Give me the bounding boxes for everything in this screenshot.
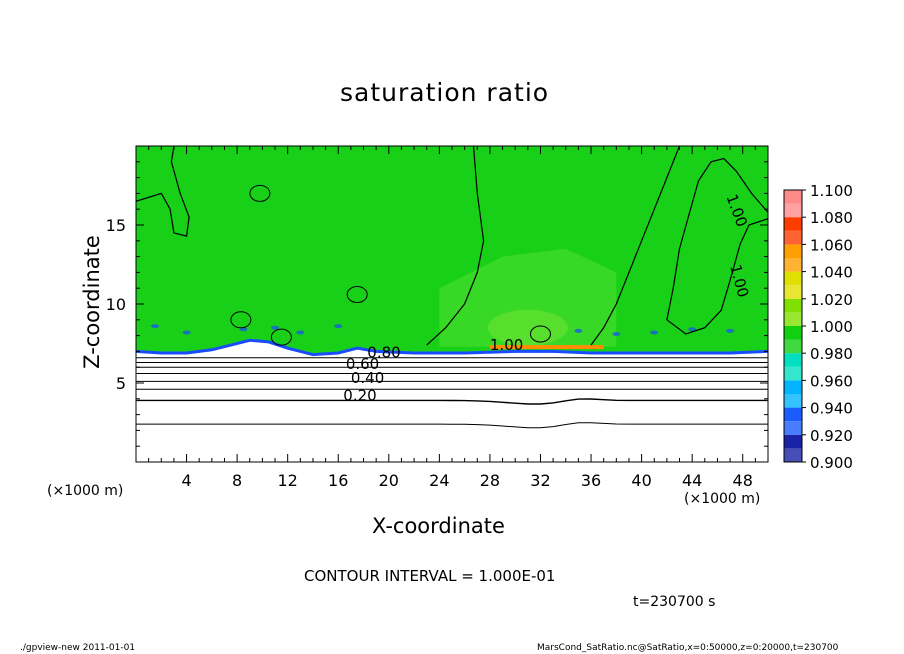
colorbar-label: 0.900 — [810, 454, 853, 472]
colorbar-swatch — [784, 230, 802, 245]
field-blue-patch — [271, 325, 280, 330]
plot-area: 0.200.400.600.80 1.001.001.00 — [136, 146, 768, 462]
field-blue-patch — [574, 328, 583, 333]
time-label: t=230700 s — [633, 594, 716, 610]
x-tick-label: 16 — [328, 471, 348, 490]
y-tick-label: 15 — [106, 216, 126, 235]
x-tick-label: 12 — [278, 471, 298, 490]
colorbar-swatch — [784, 339, 802, 354]
x-tick-label: 48 — [733, 471, 753, 490]
field-blue-patch — [182, 330, 191, 335]
colorbar-swatch — [784, 258, 802, 272]
contour-label: 0.60 — [346, 355, 379, 373]
colorbar-label: 1.020 — [810, 291, 853, 309]
contour-line — [270, 328, 292, 346]
x-tick-label: 28 — [480, 471, 500, 490]
colorbar-label: 1.040 — [810, 264, 853, 282]
contour-line — [426, 146, 485, 346]
x-tick-label: 44 — [682, 471, 702, 490]
field-warm-strip — [489, 345, 604, 350]
footer-right: MarsCond_SatRatio.nc@SatRatio,x=0:50000,… — [537, 643, 839, 653]
colorbar-swatch — [784, 217, 802, 231]
x-unit-label-left: (×1000 m) — [47, 483, 124, 499]
colorbar-label: 1.080 — [810, 209, 853, 227]
field-blue-patch — [612, 332, 621, 337]
colorbar-swatch — [784, 366, 802, 381]
colorbar-label: 1.100 — [810, 182, 853, 200]
colorbar-swatch — [784, 394, 802, 408]
colorbar-swatch — [784, 421, 802, 435]
contour-interval-label: CONTOUR INTERVAL = 1.000E-01 — [304, 567, 556, 585]
colorbar-label: 1.060 — [810, 236, 853, 254]
contour-line — [230, 311, 252, 329]
contour-line — [590, 146, 681, 346]
contour-line — [346, 286, 368, 304]
contour-line — [666, 157, 768, 335]
y-tick-label: 10 — [106, 295, 126, 314]
colorbar-swatch — [784, 203, 802, 218]
x-axis-label: X-coordinate — [372, 514, 505, 538]
x-tick-label: 32 — [530, 471, 550, 490]
colorbar-swatch — [784, 326, 802, 340]
x-tick-label: 40 — [631, 471, 651, 490]
colorbar-label: 0.980 — [810, 345, 853, 363]
colorbar-label: 1.000 — [810, 318, 853, 336]
field-blue-patch — [688, 327, 697, 332]
colorbar-swatch — [784, 434, 802, 449]
colorbar-label: 0.960 — [810, 372, 853, 390]
field-blue-patch — [726, 328, 735, 333]
contour-line — [529, 325, 551, 343]
colorbar-label: 0.940 — [810, 400, 853, 418]
contour-label: 0.80 — [367, 344, 400, 362]
colorbar-swatch — [784, 190, 802, 204]
contour-line — [249, 184, 271, 202]
colorbar-swatch — [784, 271, 802, 286]
field-light-region — [439, 248, 617, 347]
colorbar-swatch — [784, 448, 802, 462]
field-blue-patch — [650, 330, 659, 335]
colorbar-swatch — [784, 285, 802, 299]
y-axis: 5 10 15 — [106, 145, 768, 463]
contour-label: 0.40 — [351, 369, 384, 387]
x-tick-label: 36 — [581, 471, 601, 490]
x-axis: 4 8 12 16 20 24 28 32 36 40 44 48 — [135, 146, 769, 490]
colorbar-swatch — [784, 244, 802, 258]
y-axis-label: Z-coordinate — [80, 235, 104, 369]
x-tick-label: 4 — [181, 471, 191, 490]
contour-line — [136, 398, 768, 405]
y-tick-label: 5 — [116, 374, 126, 393]
field-blue-patch — [150, 324, 159, 329]
colorbar: 0.900 0.920 0.940 0.960 0.980 1.000 1.020 1.040… — [783, 182, 853, 472]
contour-line — [136, 146, 190, 237]
colorbar-swatch — [784, 312, 802, 326]
contour-line — [136, 422, 768, 429]
x-tick-label: 24 — [429, 471, 449, 490]
x-tick-label: 20 — [379, 471, 399, 490]
colorbar-label: 0.920 — [810, 427, 853, 445]
chart-title: saturation ratio — [340, 78, 550, 107]
field-boundary-fringe — [136, 338, 768, 357]
field-blue-patch — [296, 330, 305, 335]
footer-left: ./gpview-new 2011-01-01 — [20, 643, 136, 653]
contour-label: 0.20 — [343, 386, 376, 404]
colorbar-swatch — [784, 380, 802, 394]
x-tick-label: 8 — [232, 471, 242, 490]
field-blue-patch — [334, 324, 343, 329]
colorbar-swatch — [784, 353, 802, 367]
x-unit-label-right: (×1000 m) — [684, 491, 761, 507]
field-warm-region — [487, 309, 568, 346]
colorbar-swatch — [784, 407, 802, 422]
colorbar-swatch — [784, 298, 802, 313]
contour-label: 1.00 — [490, 336, 523, 354]
